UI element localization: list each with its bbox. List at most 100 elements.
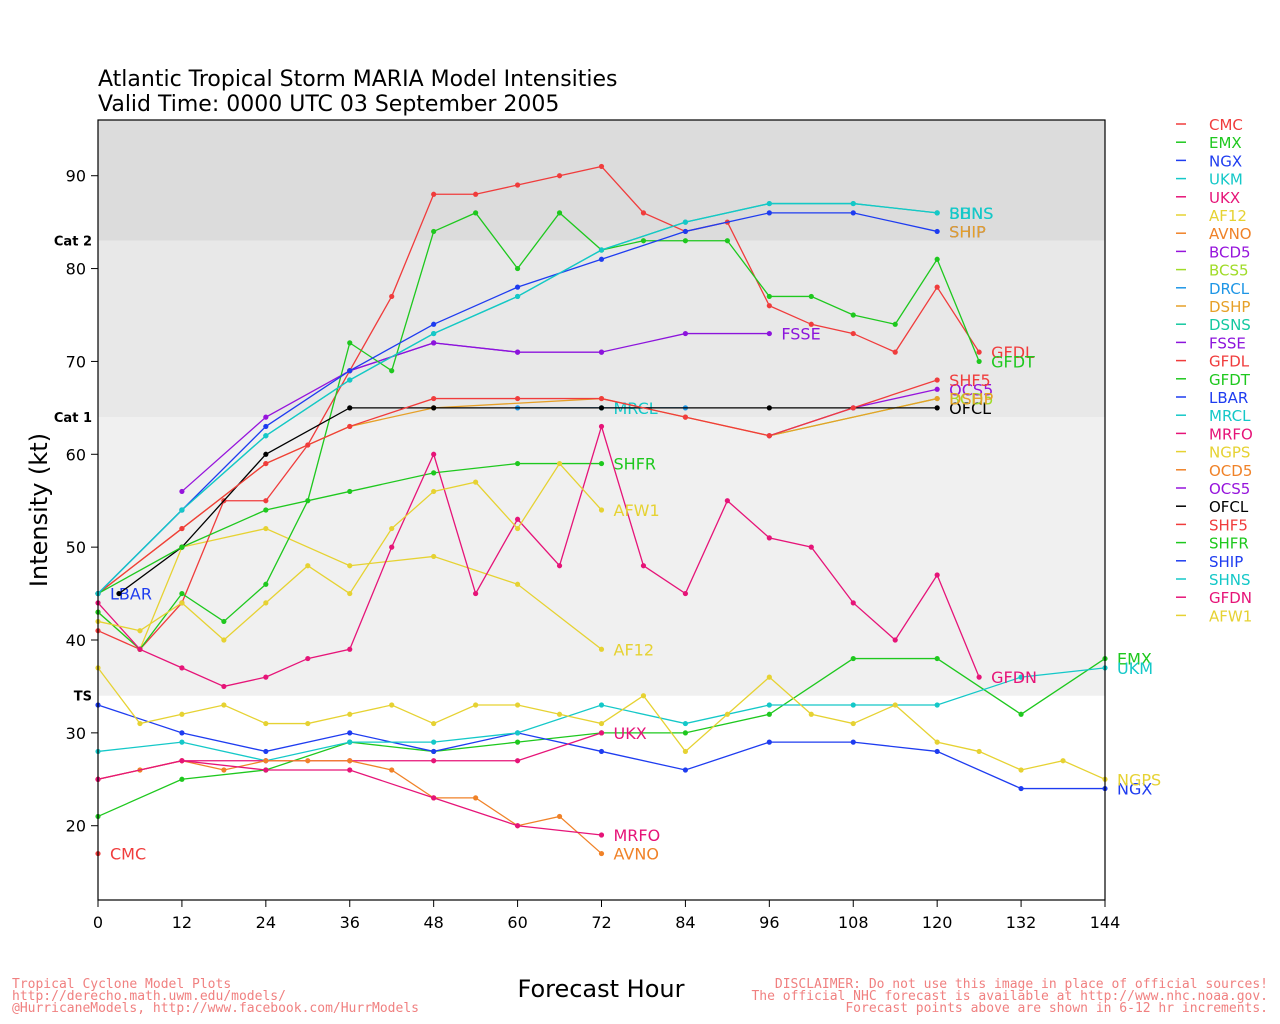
point-gfdn-20 — [934, 572, 940, 578]
point-fsse-3 — [598, 349, 605, 355]
series-label-shfr: SHFR — [614, 455, 657, 474]
band-label-cat-1: Cat 1 — [54, 411, 92, 426]
series-line-fsse — [349, 332, 770, 372]
point-ngx-8 — [766, 739, 772, 745]
series-gfdn: GFDN — [95, 423, 1037, 690]
point-mrfo-5 — [514, 823, 521, 829]
point-gfdl-10 — [514, 182, 521, 188]
point-ngps-9 — [473, 702, 479, 708]
point-af12-3 — [263, 525, 269, 532]
series-label-fsse: FSSE — [781, 325, 820, 344]
point-gfdl-21 — [976, 349, 982, 355]
point-shf5-2 — [263, 460, 269, 467]
point-avno-5 — [305, 758, 311, 764]
x-tick-label-0: 0 — [93, 913, 103, 932]
point-gfdn-14 — [682, 590, 689, 597]
series-ngps: NGPS — [95, 665, 1161, 789]
series-label-gfdl: GFDL — [991, 343, 1034, 362]
point-ofcl-0 — [116, 590, 122, 597]
series-label-gfdt: GFDT — [991, 352, 1035, 371]
point-gfdn-12 — [598, 423, 605, 430]
y-tick-label-70: 70 — [66, 352, 86, 371]
point-gfdl-13 — [640, 210, 647, 216]
point-shf5-5 — [514, 395, 521, 402]
point-shf5-8 — [766, 433, 772, 439]
point-gfdt-10 — [514, 265, 521, 272]
overlap-label-0: BBNS — [949, 204, 993, 223]
point-emx-5 — [514, 739, 521, 745]
point-gfdt-8 — [431, 228, 437, 235]
point-emx-11 — [1018, 711, 1024, 717]
point-ship-5 — [514, 284, 521, 290]
point-af12-6 — [514, 581, 521, 587]
point-ngps-3 — [221, 702, 227, 708]
y-tick-label-40: 40 — [66, 631, 86, 650]
series-label-ngps: NGPS — [1117, 770, 1161, 789]
series-afw1: AFW1 — [95, 460, 660, 643]
point-gfdt-9 — [473, 210, 479, 216]
series-line-gfdt — [97, 211, 980, 651]
series-fsse: FSSE — [347, 325, 821, 374]
intensity-bands: TS Cat 1 Cat 2 — [54, 120, 1105, 900]
legend-entry-cmc: CMC — [1209, 116, 1243, 134]
footer-left-line-2: http://derecho.math.uwm.edu/models/ — [12, 989, 286, 1004]
point-shns-9 — [850, 200, 856, 207]
point-ngps-7 — [389, 702, 395, 708]
point-ukm-10 — [934, 702, 940, 708]
point-mrfo-6 — [598, 832, 605, 838]
point-fsse-5 — [766, 330, 772, 337]
point-gfdn-9 — [473, 590, 479, 597]
point-ngx-10 — [934, 748, 940, 755]
point-shns-7 — [682, 219, 689, 225]
point-gfdn-5 — [305, 655, 311, 662]
legend-entry-gfdn: GFDN — [1209, 589, 1252, 607]
point-emx-10 — [934, 655, 940, 662]
legend-entry-ofcl: OFCL — [1209, 498, 1249, 516]
point-gfdn-16 — [766, 535, 772, 541]
point-mrfo-1 — [179, 758, 185, 764]
legend-entry-bcd5: BCD5 — [1209, 243, 1251, 261]
point-gfdn-2 — [179, 665, 185, 671]
point-ngx-3 — [347, 730, 353, 736]
footer-right-line-3: Forecast points above are shown in 6-12 … — [845, 1001, 1268, 1016]
point-ukm-7 — [682, 720, 689, 727]
point-gfdl-8 — [431, 191, 437, 197]
point-ngps-8 — [431, 720, 437, 727]
overlap-label-3: DSHP — [949, 390, 994, 409]
point-ukx-6 — [598, 730, 605, 736]
series-label-ocs5: OCS5 — [949, 380, 993, 399]
point-ship-6 — [598, 256, 605, 262]
legend: CMCEMXNGXUKMUKXAF12AVNOBCD5BCS5DRCLDSHPD… — [1176, 116, 1253, 625]
point-af12-5 — [431, 553, 437, 560]
overlap-label-2: BCD5 — [949, 390, 993, 409]
legend-entry-gfdt: GFDT — [1209, 371, 1251, 389]
point-ukm-5 — [514, 730, 521, 736]
point-gfdt-2 — [179, 590, 185, 597]
point-afw1-4 — [263, 600, 269, 606]
band-label-cat-2: Cat 2 — [54, 235, 92, 250]
series-label-ukm: UKM — [1117, 659, 1153, 678]
legend-entry-shfr: SHFR — [1209, 535, 1249, 553]
point-gfdt-21 — [976, 358, 982, 365]
legend-entry-ukm: UKM — [1209, 171, 1243, 189]
footer: Tropical Cyclone Model Plots http://dere… — [12, 977, 1268, 1016]
legend-entry-ocd5: OCD5 — [1209, 462, 1252, 480]
point-af12-4 — [347, 563, 353, 569]
legend-entry-avno: AVNO — [1209, 225, 1252, 243]
series-label-ofcl: OFCL — [949, 399, 991, 418]
point-gfdt-11 — [556, 210, 563, 216]
point-shfr-5 — [514, 460, 521, 467]
point-gfdn-19 — [892, 637, 898, 643]
legend-entry-dshp: DSHP — [1209, 298, 1250, 316]
point-gfdt-6 — [347, 340, 353, 346]
point-gfdl-11 — [556, 173, 563, 179]
series-label-lbar: LBAR — [110, 585, 152, 604]
point-gfdn-3 — [221, 683, 227, 690]
point-ofcl-2 — [263, 451, 269, 457]
point-gfdt-16 — [766, 293, 772, 300]
y-tick-label-60: 60 — [66, 445, 86, 464]
point-afw1-9 — [473, 479, 479, 485]
point-ship-7 — [682, 228, 689, 235]
series-ngx: NGX — [95, 702, 1152, 799]
point-afw1-10 — [514, 525, 521, 532]
